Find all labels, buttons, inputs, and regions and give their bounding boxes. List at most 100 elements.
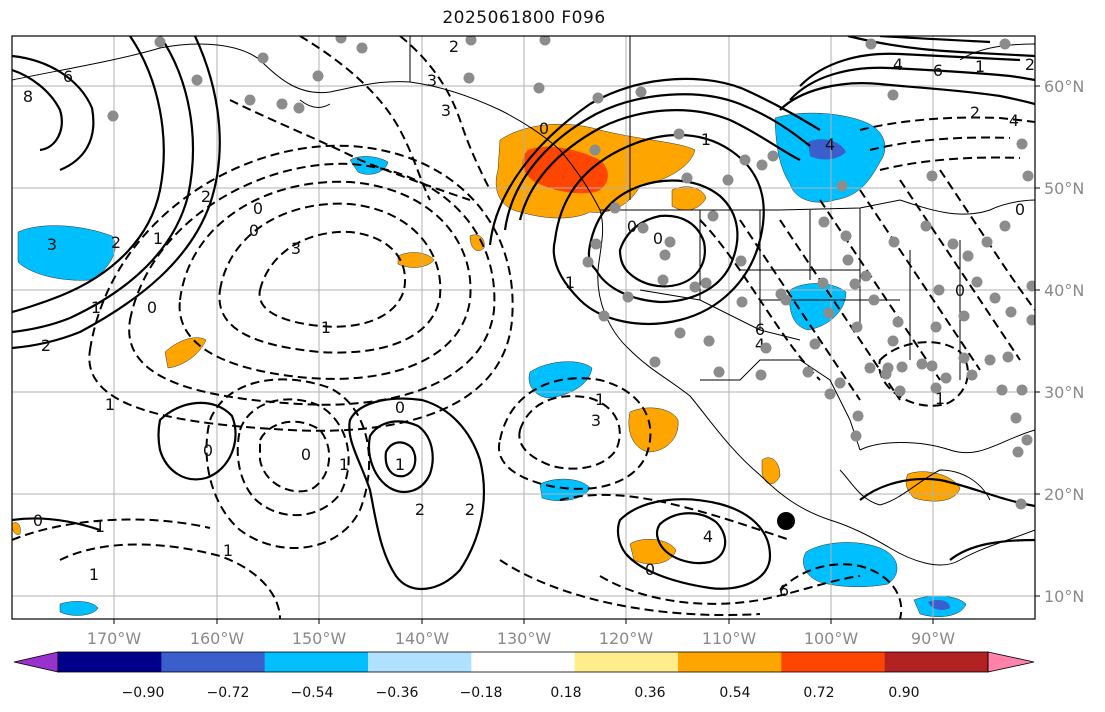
station-dot — [996, 384, 1008, 396]
colorbar-tick-label: 0.54 — [719, 685, 750, 701]
contour-label: 0 — [33, 511, 43, 530]
contour-label: 3 — [591, 411, 601, 430]
contour-label: 2 — [415, 500, 425, 519]
station-dot — [590, 238, 602, 250]
station-dot — [958, 352, 970, 364]
station-dot — [767, 150, 779, 162]
station-dot — [257, 52, 269, 64]
station-dot — [622, 291, 634, 303]
station-dot — [1022, 170, 1034, 182]
station-dot — [681, 172, 693, 184]
station-dot — [842, 254, 854, 266]
station-dot — [840, 230, 852, 242]
station-dot — [739, 154, 751, 166]
station-dot — [780, 294, 792, 306]
station-dot — [809, 338, 821, 350]
contour-label: 1 — [223, 541, 233, 560]
station-dot — [940, 372, 952, 384]
station-dot — [755, 369, 767, 381]
station-dot — [707, 210, 719, 222]
station-dot — [539, 36, 551, 46]
station-dot — [818, 216, 830, 228]
map-title: 2025061800 F096 — [442, 8, 606, 28]
colorbar-frame — [57, 651, 989, 673]
contour-label: 3 — [291, 239, 301, 258]
station-dot — [689, 281, 701, 293]
station-dot — [659, 249, 671, 261]
station-dot — [465, 36, 477, 46]
contour-label: 4 — [703, 527, 713, 546]
contour-label: 2 — [465, 500, 475, 519]
station-dot — [664, 236, 676, 248]
contour-label: 1 — [153, 229, 163, 248]
anomaly-blob-subtrop-pacific — [164, 337, 207, 369]
station-dot — [851, 321, 863, 333]
colorbar-tick-label: −0.36 — [376, 685, 419, 701]
station-dot — [1016, 138, 1028, 150]
station-dot — [850, 430, 862, 442]
lat-label: 40°N — [1044, 281, 1084, 300]
station-dot — [674, 327, 686, 339]
contour-label: 0 — [301, 445, 311, 464]
contour-label: 1 — [975, 57, 985, 76]
station-dot — [463, 72, 475, 84]
negative-contours — [12, 36, 1035, 619]
station-dot — [582, 256, 594, 268]
colorbar-segment — [678, 652, 782, 672]
station-dot — [276, 98, 288, 110]
station-dot — [736, 296, 748, 308]
colorbar-segment — [161, 652, 266, 672]
anomaly-blob-gulf-california — [628, 407, 679, 453]
station-dot — [1021, 434, 1033, 446]
contour-label: 2 — [201, 187, 211, 206]
colorbar-segment — [264, 652, 369, 672]
station-dots — [107, 36, 1035, 510]
station-dot — [916, 358, 928, 370]
station-dot — [1005, 306, 1017, 318]
lon-label: 150°W — [292, 629, 347, 648]
contour-label: 0 — [253, 199, 263, 218]
station-dot — [971, 276, 983, 288]
station-dot — [849, 278, 861, 290]
station-dot — [598, 310, 610, 322]
contour-label: 1 — [339, 455, 349, 474]
anomaly-blob-edge-west — [12, 522, 21, 535]
location-marker — [777, 512, 795, 530]
contour-label: 1 — [95, 517, 105, 536]
colorbar-tick-label: 0.18 — [550, 685, 581, 701]
station-dot — [1016, 384, 1028, 396]
station-dot — [312, 70, 324, 82]
station-dot — [958, 310, 970, 322]
station-dot — [887, 335, 899, 347]
station-dot — [700, 277, 712, 289]
station-dot — [703, 335, 715, 347]
station-dot — [817, 277, 829, 289]
latitude-labels: 60°N 50°N 40°N 30°N 20°N 10°N — [1044, 77, 1084, 606]
colorbar-labels: −0.90 −0.72 −0.54 −0.36 −0.18 0.18 0.36 … — [122, 685, 920, 701]
contour-label: 1 — [395, 455, 405, 474]
station-dot — [926, 170, 938, 182]
station-dot — [836, 180, 848, 192]
lon-label: 120°W — [599, 629, 654, 648]
station-dot — [880, 368, 892, 380]
station-dot — [1002, 351, 1014, 363]
station-dot — [1026, 280, 1035, 292]
station-dot — [356, 42, 368, 54]
lon-label: 90°W — [911, 629, 955, 648]
anomaly-blob-bc-core — [522, 146, 608, 194]
station-dot — [592, 92, 604, 104]
lon-label: 110°W — [702, 629, 757, 648]
lon-label: 100°W — [804, 629, 859, 648]
station-dot — [756, 159, 768, 171]
contour-label: 2 — [111, 233, 121, 252]
station-dot — [989, 292, 1001, 304]
station-dot — [649, 356, 661, 368]
station-dot — [894, 385, 906, 397]
station-dot — [868, 294, 880, 306]
colorbar-extend-low — [13, 651, 59, 673]
station-dot — [852, 410, 864, 422]
anomaly-blob-east-pacific-south — [629, 538, 677, 565]
contour-label: 3 — [47, 235, 57, 254]
contour-label: 2 — [970, 103, 980, 122]
station-dot — [293, 102, 305, 114]
